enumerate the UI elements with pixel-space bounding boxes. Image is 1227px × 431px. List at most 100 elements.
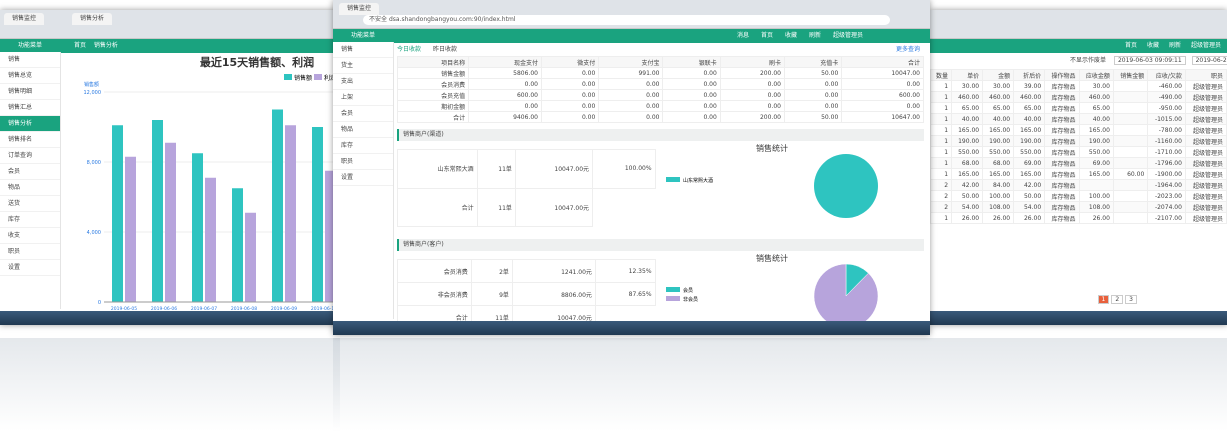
table-cell: 600.00 [468, 89, 542, 101]
nav-link[interactable]: 收藏 [1146, 42, 1159, 49]
table-cell: 应收/欠款 [1147, 69, 1186, 81]
header: 首页 收藏 刷新 超级管理员 [930, 39, 1227, 53]
menu-item[interactable]: 会员 [0, 164, 60, 180]
table-cell: 0.00 [662, 67, 721, 79]
table-row: 1 460.00 460.00 460.00 库存物品 460.00 -490.00 超级管理… [930, 91, 1227, 103]
menu-item[interactable]: 货主 [333, 58, 393, 74]
table-cell: 69.00 [1013, 157, 1046, 169]
chart-title: 最近15天销售额、利润 [200, 55, 314, 69]
nav-link[interactable]: 刷新 [808, 32, 821, 39]
table-cell: -1964.00 [1147, 179, 1186, 191]
table-cell: 40.00 [1013, 113, 1046, 125]
table-cell [1078, 179, 1114, 191]
menu-item[interactable]: 库存 [0, 212, 60, 228]
nav-link[interactable]: 超级管理员 [1190, 42, 1221, 49]
menu-item[interactable]: 收支 [0, 228, 60, 244]
table-row: 期初金额 0.00 0.00 0.00 0.00 0.00 0.00 0.00 [396, 100, 924, 112]
table-row: 非会员消费 9单 8806.00元 87.65% [397, 282, 656, 306]
table-cell: 1 [930, 146, 953, 158]
menu-item[interactable]: 销售汇总 [0, 100, 60, 116]
page-button[interactable]: 1 [1097, 295, 1110, 304]
menu-item[interactable]: 订单查询 [0, 148, 60, 164]
table-cell: 库存物品 [1044, 91, 1080, 103]
table-cell: 支付宝 [598, 56, 664, 68]
table-cell: 库存物品 [1044, 80, 1080, 92]
menu-item[interactable]: 库存 [333, 138, 393, 154]
legend-label: 会员 [683, 287, 693, 294]
table-cell: 超级管理员 [1184, 179, 1227, 191]
menu-item[interactable]: 职员 [0, 244, 60, 260]
table-cell: 0.00 [468, 78, 542, 90]
table-cell: 10047.00 [841, 67, 924, 79]
date-from[interactable]: 2019-06-03 09:09:11 [1113, 56, 1186, 65]
bar [245, 212, 256, 302]
tab[interactable]: 销售监控 [339, 3, 380, 15]
bar [165, 142, 176, 302]
table-cell [1112, 102, 1149, 114]
nav-link[interactable]: 超级管理员 [833, 32, 864, 39]
menu-item[interactable]: 职员 [333, 154, 393, 170]
table-cell: 8806.00元 [511, 282, 596, 306]
table-cell: 会员消费 [397, 259, 472, 283]
menu-item[interactable]: 上架 [333, 90, 393, 106]
table-cell: 10047.00元 [514, 187, 594, 227]
menu-item[interactable]: 送货 [0, 196, 60, 212]
detail-table: 数量 单价 金额 折后价 操作物品 应收金额 销售金额 应收/欠款 职员 1 30.00 30.00 3… [930, 69, 1227, 224]
table-cell: 1 [930, 102, 953, 114]
table-row: 1 65.00 65.00 65.00 库存物品 65.00 -950.00 超级管理员 [930, 102, 1227, 114]
legend-swatch [665, 287, 680, 292]
table-cell: -950.00 [1147, 102, 1186, 114]
tab[interactable]: 销售分析 [72, 13, 113, 25]
table-cell: 26.00 [951, 212, 984, 224]
address-bar[interactable]: 不安全 dsa.shandongbangyou.com:90/index.htm… [363, 15, 890, 25]
section: 山东常熙大酒 11单 10047.00元 100.00% 合计 11单 10047.00元 … [397, 141, 924, 233]
menu-item[interactable]: 设置 [0, 260, 60, 276]
menu-item[interactable]: 销售分析 [0, 116, 60, 132]
menu-item[interactable]: 销售明细 [0, 84, 60, 100]
table-cell: 84.00 [982, 179, 1015, 191]
section-title: 销售商户(渠道) [397, 129, 924, 141]
breadcrumb[interactable]: 销售分析 [93, 42, 118, 49]
bar [205, 177, 216, 302]
page-button[interactable]: 2 [1111, 295, 1124, 304]
table-cell: 0.00 [540, 100, 600, 112]
menu-item[interactable]: 物品 [0, 180, 60, 196]
menu-item[interactable]: 销售 [0, 52, 60, 68]
page-button[interactable]: 3 [1125, 295, 1137, 304]
nav-link[interactable]: 收藏 [784, 32, 797, 39]
subtab[interactable]: 昨日收款 [432, 46, 457, 53]
menu-item[interactable]: 设置 [333, 170, 393, 186]
tab[interactable]: 销售监控 [4, 13, 45, 25]
table-cell: 11单 [476, 187, 516, 227]
filter[interactable]: 不显示作废单 [1070, 57, 1107, 64]
menu-item[interactable]: 会员 [333, 106, 393, 122]
breadcrumb[interactable]: 首页 [73, 42, 86, 49]
table-row: 1 40.00 40.00 40.00 库存物品 40.00 -1015.00 超级管理员 [930, 113, 1227, 125]
menu-item[interactable]: 支出 [333, 74, 393, 90]
menu-item[interactable]: 销售排名 [0, 132, 60, 148]
subtab[interactable]: 今日收款 [397, 46, 422, 53]
table-cell: 42.00 [1013, 179, 1046, 191]
browser-bar: 销售监控 不安全 dsa.shandongbangyou.com:90/inde… [333, 0, 930, 29]
menu-item[interactable]: 销售总览 [0, 68, 60, 84]
nav-link[interactable]: 刷新 [1168, 42, 1181, 49]
table-cell: 550.00 [951, 146, 984, 158]
content: 今日收款 昨日收款 更多查询 项目名称 现金支付 微支付 支付宝 银联卡 刷卡 充值卡 合计销… [396, 44, 924, 329]
table-cell: 108.00 [982, 201, 1015, 213]
nav-link[interactable]: 首页 [1124, 42, 1137, 49]
x-tick-label: 2019-06-06 [151, 306, 177, 312]
date-to[interactable]: 2019-06-21 10:07:30 [1191, 56, 1227, 65]
menu-item[interactable]: 物品 [333, 122, 393, 138]
table-cell: 库存物品 [1044, 201, 1080, 213]
pie-slice [813, 154, 878, 218]
bar [285, 125, 296, 302]
menu-item[interactable]: 销售 [333, 42, 393, 58]
table-cell: 165.00 [951, 124, 984, 136]
table-cell: 0.00 [783, 89, 843, 101]
subtabs: 今日收款 昨日收款 更多查询 [397, 44, 924, 56]
nav-link[interactable]: 消息 [736, 32, 749, 39]
more-link[interactable]: 更多查询 [895, 46, 920, 53]
nav-link[interactable]: 首页 [760, 32, 773, 39]
table-cell: 银联卡 [662, 56, 721, 68]
